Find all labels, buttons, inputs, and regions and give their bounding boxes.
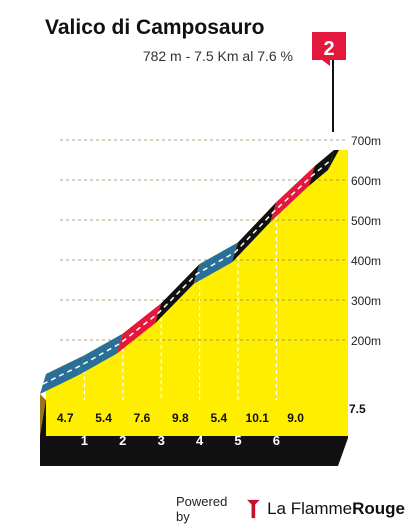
gradient-label: 9.8 <box>172 411 189 425</box>
gridlines-layer <box>60 139 348 341</box>
footer: Powered by La FlammeRouge <box>176 494 405 524</box>
y-tick-label: 300m <box>351 294 381 308</box>
gradient-label: 10.1 <box>246 411 270 425</box>
y-tick-label: 400m <box>351 254 381 268</box>
gradient-label: 4.7 <box>57 411 74 425</box>
km-marker-label: 2 <box>119 433 126 448</box>
km-marker-label: 3 <box>158 433 165 448</box>
brand-name-part1: La Flamme <box>267 499 353 518</box>
km-marker-label: 4 <box>196 433 204 448</box>
flame-logo-icon <box>247 499 261 519</box>
category-flag-group: 2 <box>312 32 346 132</box>
km-marker-label: 1 <box>81 433 88 448</box>
total-length-label: 7.5 <box>349 402 366 416</box>
brand-name: La FlammeRouge <box>267 499 405 519</box>
climb-subtitle: 782 m - 7.5 Km al 7.6 % <box>142 48 293 64</box>
gradient-label: 5.4 <box>95 411 112 425</box>
road-centerline <box>42 159 332 385</box>
y-tick-label: 200m <box>351 334 381 348</box>
summit-cap <box>328 150 339 170</box>
category-flag <box>312 32 346 66</box>
km-marker-labels: 1 2 3 4 5 6 <box>81 433 280 448</box>
km-drop-lines-layer <box>83 202 277 400</box>
gradient-label: 9.0 <box>287 411 304 425</box>
gradient-label-strip <box>46 400 348 436</box>
y-tick-label: 700m <box>351 134 381 148</box>
gradient-labels: 4.7 5.4 7.6 9.8 5.4 10.1 9.0 <box>57 411 304 425</box>
category-flag-label: 2 <box>323 38 334 60</box>
road-layer <box>40 150 339 394</box>
y-tick-label: 600m <box>351 174 381 188</box>
gradient-label: 5.4 <box>210 411 227 425</box>
gradient-label: 7.6 <box>134 411 151 425</box>
km-marker-label: 6 <box>273 433 280 448</box>
y-axis-labels: 200m 300m 400m 500m 600m 700m <box>351 134 381 348</box>
road-segment <box>193 242 238 284</box>
km-marker-label: 5 <box>234 433 241 448</box>
climb-title: Valico di Camposauro <box>45 16 265 39</box>
y-tick-label: 500m <box>351 214 381 228</box>
powered-by-text: Powered by <box>176 494 228 524</box>
brand-name-part2: Rouge <box>352 499 405 518</box>
